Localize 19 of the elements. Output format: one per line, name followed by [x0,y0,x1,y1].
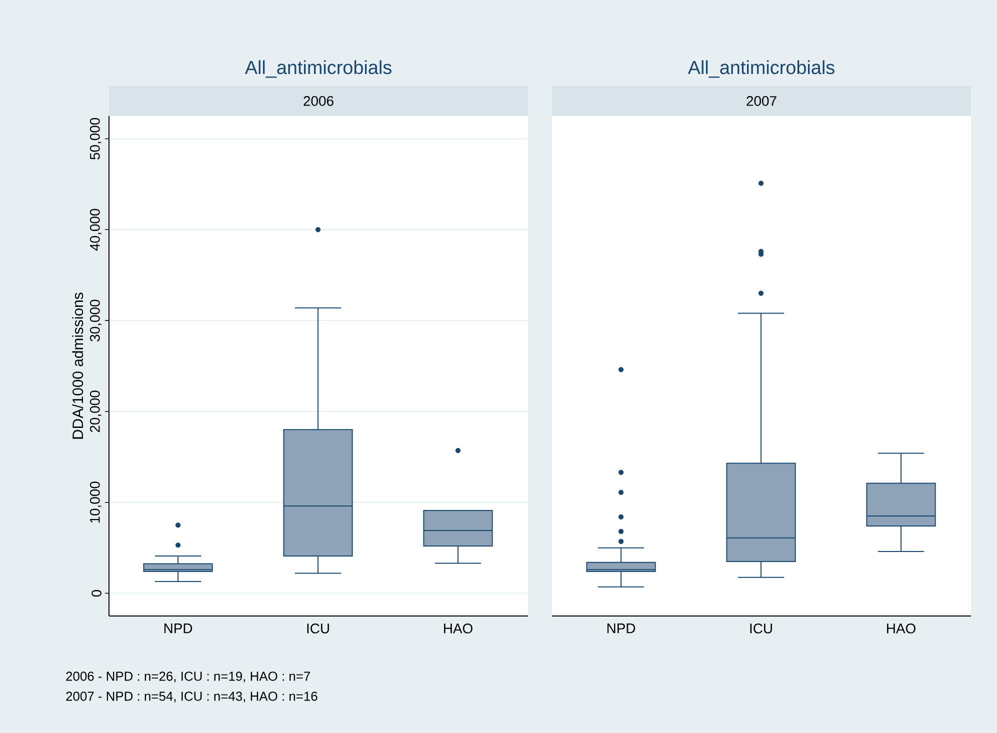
y-tick-label: 20,000 [90,390,102,432]
x-tick-label: NPD [607,624,636,634]
y-tick-label: 50,000 [90,118,102,160]
x-tick-label: ICU [307,624,329,634]
x-tick-label: ICU [750,624,772,634]
y-tick-label: 30,000 [90,300,102,342]
y-tick-label: 40,000 [90,208,102,251]
chart-title: All_antimicrobials [244,60,392,78]
chart-subtitle: 2007 [746,96,776,106]
y-tick-label: 10,000 [90,482,102,523]
y-tick-label: 0 [92,590,102,597]
text: 2007 - NPD : n=54, ICU : n=43, HAO : n=16 [66,692,318,702]
chart-subtitle: 2006 [304,96,334,106]
chart-title: All_antimicrobials [688,60,834,78]
x-tick-label: HAO [887,624,916,634]
y-axis-title: DDA/1000 admissions [72,292,84,439]
text: 2006 - NPD : n=26, ICU : n=19, HAO : n=7 [66,672,310,682]
x-tick-label: HAO [444,624,472,634]
x-tick-label: NPD [164,624,192,634]
